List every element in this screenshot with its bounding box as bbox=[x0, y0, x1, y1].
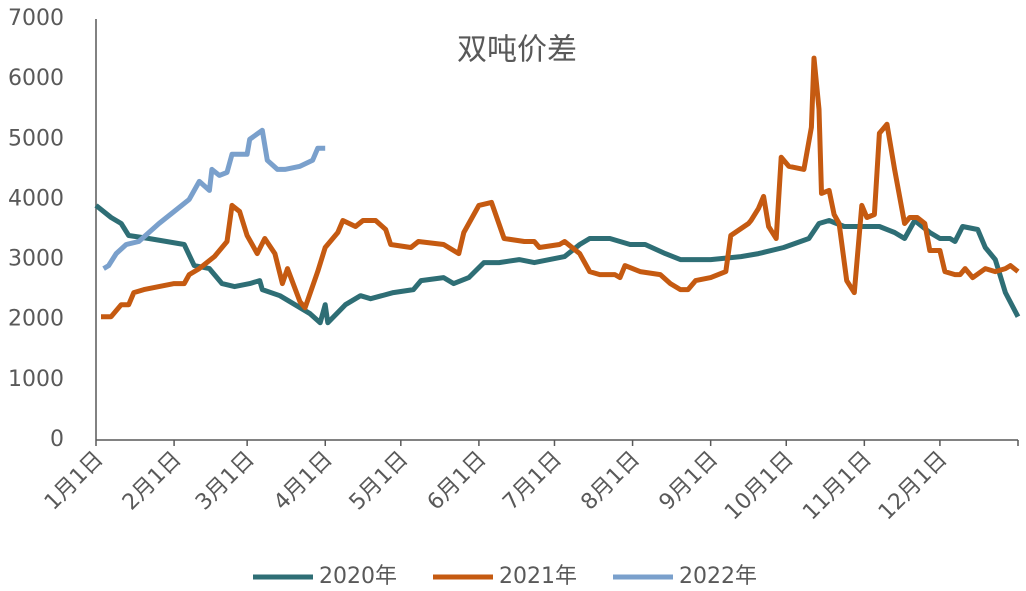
x-tick-label: 2月1日 bbox=[118, 447, 187, 516]
x-tick-label: 4月1日 bbox=[269, 447, 338, 516]
legend-label: 2020年 bbox=[319, 564, 397, 589]
legend-label: 2021年 bbox=[499, 564, 577, 589]
series-line bbox=[94, 203, 1021, 326]
y-tick-label: 0 bbox=[50, 427, 64, 452]
chart-title: 双吨价差 bbox=[457, 33, 577, 68]
y-tick-label: 7000 bbox=[8, 6, 64, 31]
x-tick-label: 11月1日 bbox=[798, 447, 876, 525]
y-tick-label: 2000 bbox=[8, 307, 64, 332]
y-tick-label: 1000 bbox=[8, 367, 64, 392]
x-tick-label: 5月1日 bbox=[345, 447, 414, 516]
series-line bbox=[102, 127, 326, 271]
x-tick-label: 1月1日 bbox=[40, 447, 109, 516]
x-tick-label: 7月1日 bbox=[498, 447, 567, 516]
y-tick-label: 5000 bbox=[8, 126, 64, 151]
x-tick-label: 6月1日 bbox=[423, 447, 492, 516]
x-tick-label: 9月1日 bbox=[655, 447, 724, 516]
y-tick-label: 6000 bbox=[8, 66, 64, 91]
x-tick-label: 12月1日 bbox=[874, 447, 952, 525]
y-tick-label: 3000 bbox=[8, 247, 64, 272]
y-tick-label: 4000 bbox=[8, 186, 64, 211]
x-tick-label: 8月1日 bbox=[576, 447, 645, 516]
x-tick-label: 10月1日 bbox=[720, 447, 798, 525]
x-tick-label: 3月1日 bbox=[191, 447, 260, 516]
legend-label: 2022年 bbox=[679, 564, 757, 589]
series-line bbox=[101, 55, 1020, 320]
